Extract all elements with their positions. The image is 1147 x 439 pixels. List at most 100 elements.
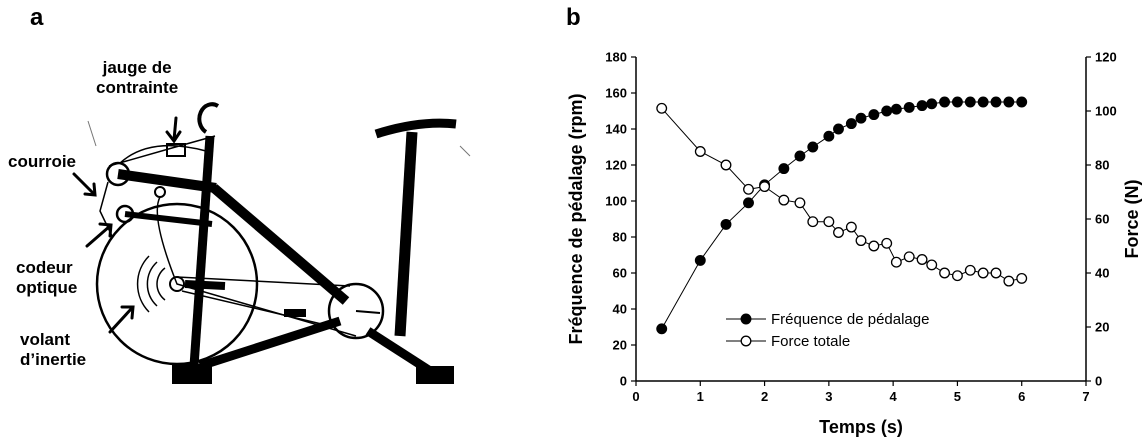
encoder-label-line2: optique bbox=[16, 278, 78, 297]
encoder-label-line1: codeur bbox=[16, 258, 73, 277]
legend-label-2: Force totale bbox=[771, 333, 850, 350]
rear-bar bbox=[198, 316, 342, 371]
strain-gauge-label: jauge de contrainte bbox=[96, 58, 178, 98]
handlebar bbox=[374, 118, 457, 139]
rear-foot bbox=[172, 364, 212, 384]
belt-arrow-head bbox=[83, 182, 97, 197]
top-bar bbox=[117, 169, 217, 193]
flywheel-label: volant d’inertie bbox=[20, 330, 86, 370]
data-point-series-1 bbox=[868, 109, 880, 121]
y-left-tick-label: 180 bbox=[605, 50, 627, 65]
y-left-tick-label: 40 bbox=[613, 302, 627, 317]
encoder-arrow bbox=[85, 224, 112, 248]
legend-marker-2 bbox=[740, 335, 752, 347]
data-point-series-1 bbox=[743, 197, 754, 209]
data-point-series-1 bbox=[823, 130, 835, 142]
data-point-series-1 bbox=[903, 101, 915, 113]
data-point-series-2 bbox=[964, 264, 976, 276]
gauge-arrow-head bbox=[165, 130, 182, 144]
data-point-series-2 bbox=[939, 267, 951, 279]
data-point-series-1 bbox=[845, 118, 857, 130]
data-point-series-1 bbox=[964, 96, 976, 108]
data-point-series-1 bbox=[1003, 96, 1015, 108]
x-tick-label: 6 bbox=[1018, 389, 1025, 404]
belt-label: courroie bbox=[8, 152, 77, 171]
data-point-series-2 bbox=[833, 227, 844, 238]
down-tube bbox=[210, 184, 350, 305]
data-point-series-1 bbox=[778, 163, 790, 175]
data-point-series-2 bbox=[759, 181, 771, 193]
x-tick-label: 5 bbox=[954, 389, 961, 404]
y-right-tick-label: 60 bbox=[1095, 212, 1109, 227]
gauge-arrow bbox=[172, 116, 178, 142]
data-point-series-2 bbox=[903, 251, 915, 263]
data-point-series-2 bbox=[1016, 272, 1028, 284]
strain-gauge-label-line2: contrainte bbox=[96, 78, 179, 97]
data-point-series-2 bbox=[845, 221, 857, 233]
panel-a-letter: a bbox=[30, 4, 44, 31]
data-point-series-2 bbox=[807, 216, 819, 228]
encoder-arm bbox=[124, 211, 213, 227]
chart-axes: 0 1 2 3 4 5 6 702040608010012014016018002040608… bbox=[566, 50, 1142, 438]
y-left-tick-label: 20 bbox=[613, 338, 627, 353]
legend-label-1: Fréquence de pédalage bbox=[771, 311, 929, 328]
panel-b-letter: b bbox=[566, 4, 581, 31]
data-point-series-1 bbox=[1016, 96, 1028, 108]
chart-series bbox=[656, 96, 1028, 335]
data-point-series-2 bbox=[720, 159, 732, 171]
y-left-tick-label: 120 bbox=[605, 158, 627, 173]
data-point-series-1 bbox=[720, 218, 732, 230]
strain-gauge-label-line1: jauge de bbox=[102, 58, 172, 77]
front-foot bbox=[416, 366, 454, 384]
x-tick-label: 1 bbox=[697, 389, 704, 404]
data-point-series-2 bbox=[794, 197, 806, 209]
cable bbox=[87, 120, 471, 157]
series-line-1 bbox=[661, 101, 1022, 330]
chart-legend: Fréquence de pédalage Force totale bbox=[726, 311, 929, 350]
data-point-series-2 bbox=[1003, 275, 1015, 287]
crank-wheel bbox=[327, 282, 385, 340]
data-point-series-2 bbox=[743, 183, 754, 195]
crank-arm bbox=[355, 310, 381, 314]
x-tick-label: 4 bbox=[890, 389, 898, 404]
data-point-series-2 bbox=[951, 270, 963, 282]
data-point-series-1 bbox=[916, 100, 928, 112]
data-point-series-2 bbox=[990, 267, 1002, 279]
data-point-series-1 bbox=[990, 96, 1002, 108]
flywheel-label-line2: d’inertie bbox=[20, 350, 87, 369]
x-tick-label: 3 bbox=[825, 389, 832, 404]
data-point-series-1 bbox=[794, 150, 806, 162]
y-right-tick-label: 0 bbox=[1095, 374, 1102, 389]
data-point-series-1 bbox=[881, 105, 893, 117]
y-right-tick-label: 120 bbox=[1095, 50, 1117, 65]
y-right-tick-label: 20 bbox=[1095, 320, 1109, 335]
strain-gauge bbox=[166, 143, 186, 157]
x-axis-title: Temps (s) bbox=[819, 417, 903, 437]
data-point-series-2 bbox=[656, 102, 668, 114]
data-point-series-1 bbox=[855, 112, 867, 124]
flywheel-label-line1: volant bbox=[20, 330, 71, 349]
legend-marker-1 bbox=[740, 313, 752, 325]
data-point-series-1 bbox=[833, 123, 844, 135]
y-right-tick-label: 40 bbox=[1095, 266, 1109, 281]
data-point-series-2 bbox=[823, 216, 835, 228]
saddle bbox=[197, 102, 220, 134]
y-left-tick-label: 80 bbox=[613, 230, 627, 245]
y-right-tick-label: 100 bbox=[1095, 104, 1117, 119]
y-right-tick-label: 80 bbox=[1095, 158, 1109, 173]
data-point-series-1 bbox=[694, 254, 706, 266]
data-point-series-1 bbox=[951, 96, 963, 108]
data-point-series-1 bbox=[807, 141, 819, 153]
belt-arrow bbox=[72, 172, 96, 196]
data-point-series-1 bbox=[939, 96, 951, 108]
y-right-axis-title: Force (N) bbox=[1122, 179, 1142, 258]
flywheel-motion-arcs bbox=[136, 255, 166, 313]
flywheel-arrow bbox=[108, 306, 134, 334]
data-point-series-2 bbox=[890, 256, 902, 268]
encoder-label: codeur optique bbox=[16, 258, 77, 298]
x-tick-label: 0 bbox=[632, 389, 639, 404]
data-point-series-2 bbox=[855, 235, 867, 247]
handlebar-stem bbox=[394, 131, 418, 337]
seat-post bbox=[189, 135, 215, 367]
